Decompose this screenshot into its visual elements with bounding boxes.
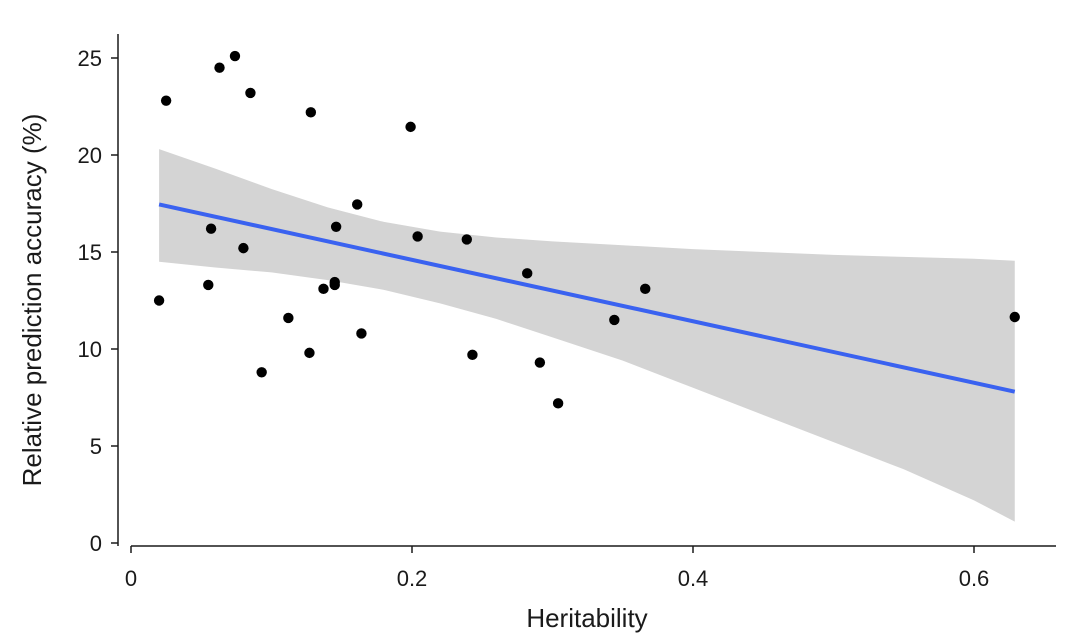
- data-point: [205, 223, 217, 234]
- confidence-band-layer: [159, 149, 1015, 522]
- data-point: [305, 107, 317, 118]
- data-point: [640, 283, 651, 295]
- data-point: [238, 242, 249, 254]
- data-point: [609, 314, 620, 326]
- data-point: [283, 312, 294, 324]
- x-tick-label: 0.6: [959, 566, 990, 591]
- x-axis-label: Heritability: [526, 603, 647, 633]
- confidence-band: [159, 149, 1015, 522]
- data-point: [214, 62, 225, 73]
- data-point: [160, 95, 172, 106]
- data-point: [405, 121, 416, 133]
- data-point: [229, 50, 241, 62]
- data-point: [352, 199, 363, 210]
- y-tick-label: 20: [78, 143, 102, 168]
- y-tick-label: 10: [78, 337, 102, 362]
- y-tick-label: 15: [78, 240, 102, 265]
- data-point: [245, 87, 256, 99]
- x-tick-label: 0: [125, 566, 137, 591]
- data-point: [304, 347, 315, 359]
- x-tick-label: 0.2: [397, 566, 428, 591]
- data-point: [1009, 311, 1020, 323]
- data-point: [467, 349, 478, 361]
- fit-line-layer: [158, 202, 1016, 394]
- data-point: [461, 234, 472, 245]
- data-point: [356, 328, 367, 339]
- data-point: [522, 268, 533, 279]
- y-tick-label: 5: [90, 434, 102, 459]
- data-point: [552, 398, 564, 409]
- data-point: [412, 231, 423, 242]
- data-point: [534, 357, 546, 368]
- data-point: [153, 295, 165, 306]
- y-tick-label: 25: [78, 46, 102, 71]
- data-point: [329, 276, 340, 288]
- data-point: [203, 279, 214, 291]
- regression-line: [158, 202, 1016, 394]
- y-axis-label: Relative prediction accuracy (%): [17, 114, 47, 487]
- y-tick-label: 0: [90, 531, 102, 556]
- axes-layer: 0 5 10 15 20 25 0 0.2 0.4 0.6: [78, 34, 1056, 591]
- data-point: [318, 283, 329, 295]
- data-point: [256, 367, 267, 378]
- x-tick-label: 0.4: [678, 566, 709, 591]
- data-points-layer: [153, 50, 1020, 409]
- data-point: [330, 221, 342, 232]
